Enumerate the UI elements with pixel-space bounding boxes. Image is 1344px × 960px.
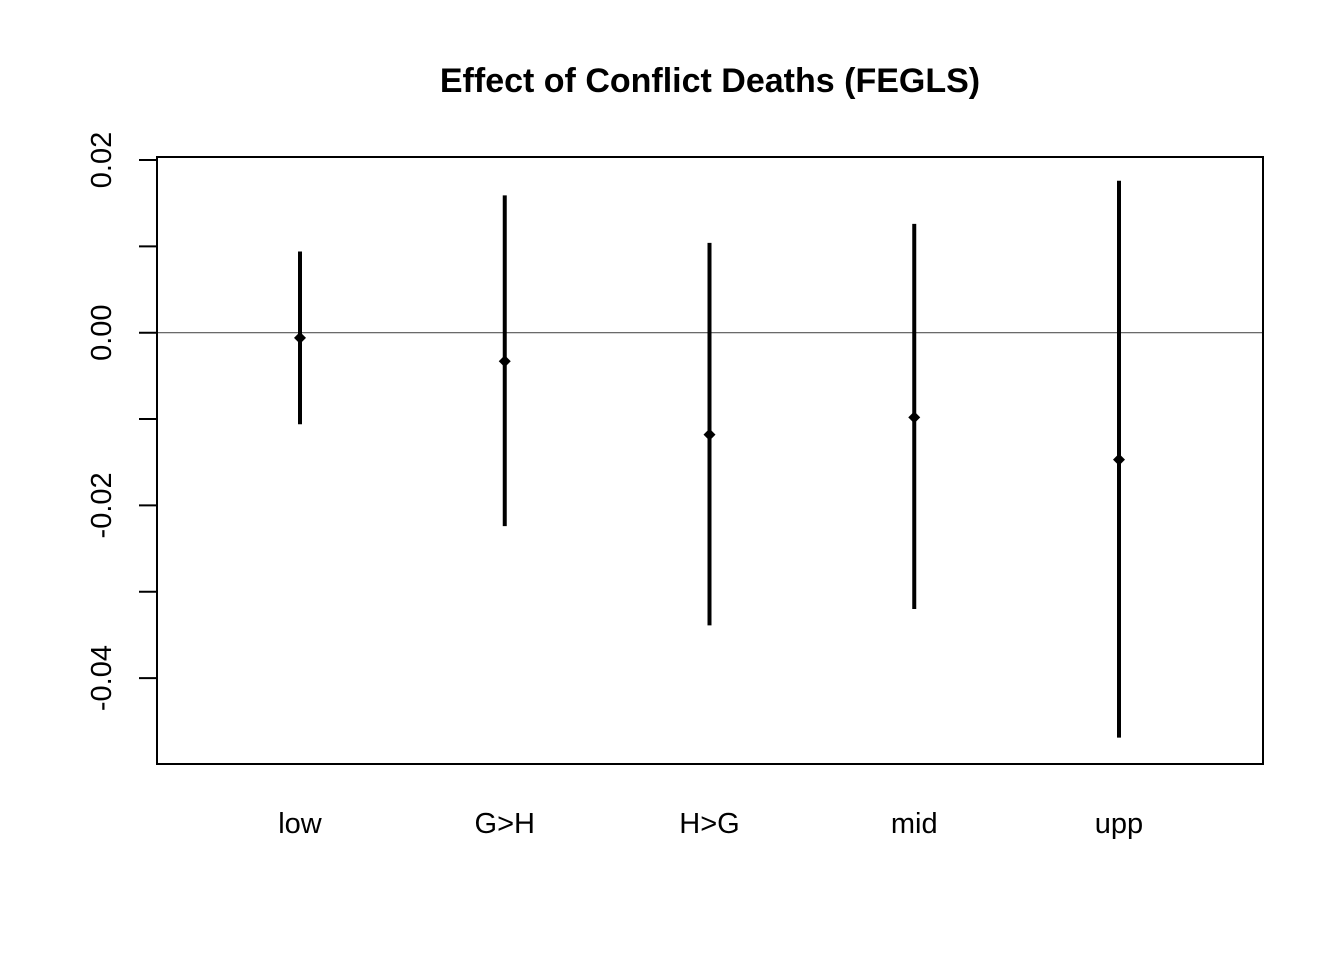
- x-category-label: mid: [891, 808, 938, 840]
- chart-title: Effect of Conflict Deaths (FEGLS): [440, 62, 980, 100]
- y-tick-label: 0.00: [86, 304, 118, 360]
- error-bars: [294, 180, 1125, 738]
- point-estimate-0: [294, 331, 306, 344]
- y-axis: 0.02 0.00 -0.02 -0.04: [86, 132, 158, 711]
- y-tick-label: -0.04: [86, 645, 118, 711]
- point-estimate-4: [1113, 453, 1125, 466]
- x-axis-labels: low G>H H>G mid upp: [278, 808, 1143, 840]
- x-category-label: low: [278, 808, 323, 840]
- x-category-label: upp: [1095, 808, 1143, 840]
- x-category-label: H>G: [679, 808, 739, 840]
- y-tick-label: -0.02: [86, 472, 118, 538]
- x-category-label: G>H: [475, 808, 535, 840]
- point-estimate-3: [908, 411, 921, 424]
- point-estimate-2: [703, 428, 716, 441]
- point-estimate-1: [498, 355, 511, 368]
- y-tick-label: 0.02: [86, 132, 118, 188]
